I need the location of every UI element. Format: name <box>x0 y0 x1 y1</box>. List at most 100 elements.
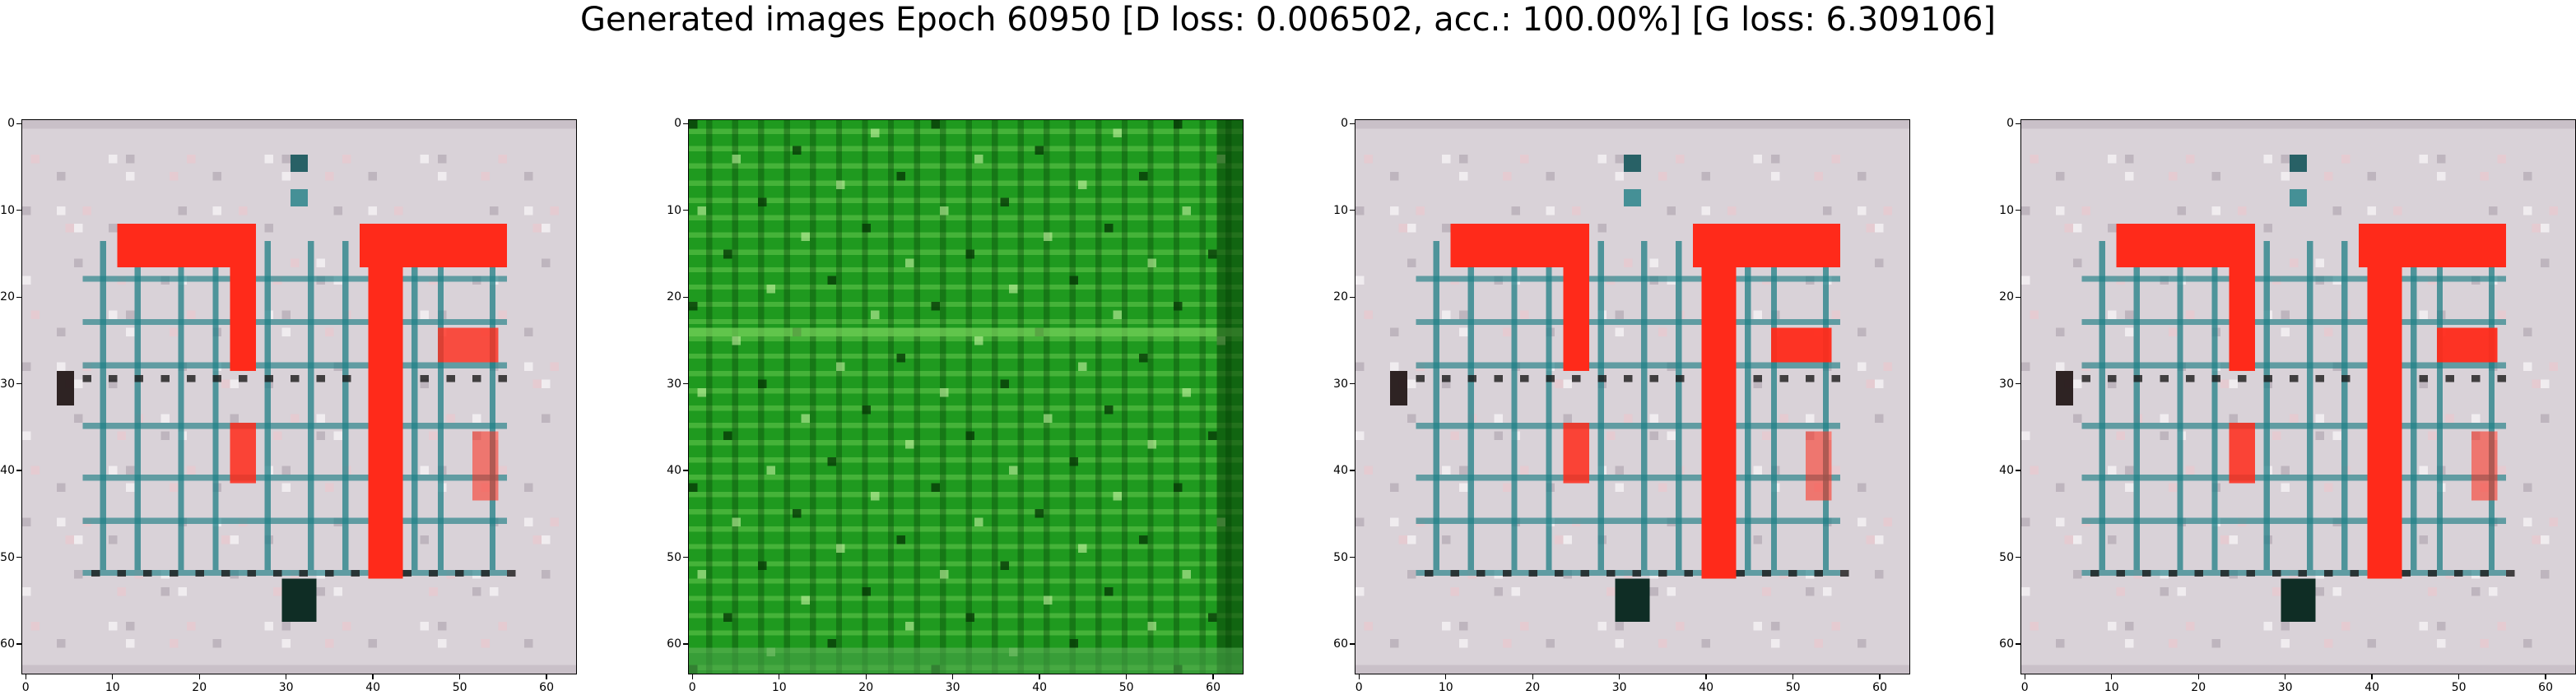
y-tick-mark <box>683 296 688 298</box>
x-tick-mark <box>2111 674 2113 679</box>
y-tick-label: 60 <box>0 637 15 651</box>
y-tick-label: 30 <box>0 377 15 391</box>
x-tick-label: 60 <box>539 681 554 694</box>
y-tick-label: 40 <box>1999 464 2014 478</box>
y-tick-label: 20 <box>667 290 681 304</box>
generated-image-2 <box>689 120 1243 674</box>
x-tick-label: 0 <box>1355 681 1363 694</box>
x-tick-label: 40 <box>1699 681 1714 694</box>
y-tick-label: 60 <box>667 637 681 651</box>
x-tick-label: 10 <box>771 681 787 694</box>
y-tick-mark <box>1350 123 1355 124</box>
y-tick-label: 10 <box>0 203 15 217</box>
y-tick-label: 50 <box>1333 550 1348 564</box>
x-tick-mark <box>2545 674 2546 679</box>
y-tick-label: 10 <box>1999 203 2014 217</box>
x-tick-mark <box>1879 674 1881 679</box>
y-tick-mark <box>1350 382 1355 385</box>
y-tick-mark <box>683 556 688 558</box>
y-tick-label: 0 <box>674 117 681 131</box>
x-tick-label: 40 <box>2364 681 2380 694</box>
y-tick-label: 30 <box>1999 377 2014 391</box>
y-tick-mark <box>1350 296 1355 298</box>
y-tick-label: 50 <box>0 550 15 564</box>
x-tick-label: 10 <box>105 681 120 694</box>
y-tick-mark <box>16 382 21 385</box>
x-tick-mark <box>1618 674 1620 679</box>
x-tick-mark <box>2371 674 2373 679</box>
x-tick-mark <box>1212 674 1214 679</box>
y-tick-label: 20 <box>1999 290 2014 304</box>
y-tick-label: 10 <box>667 203 681 217</box>
image-panel-2 <box>688 119 1244 674</box>
x-tick-label: 30 <box>278 681 294 694</box>
x-tick-label: 50 <box>2451 681 2467 694</box>
x-tick-mark <box>1532 674 1533 679</box>
x-tick-mark <box>1358 674 1360 679</box>
y-tick-mark <box>2016 643 2020 645</box>
y-tick-mark <box>683 123 688 124</box>
x-tick-label: 0 <box>21 681 30 694</box>
y-tick-mark <box>2016 382 2020 385</box>
y-tick-mark <box>16 556 21 558</box>
y-tick-mark <box>2016 556 2020 558</box>
x-tick-label: 40 <box>1032 681 1048 694</box>
y-tick-mark <box>1350 556 1355 558</box>
generated-image-1 <box>22 120 576 674</box>
x-tick-mark <box>865 674 867 679</box>
x-tick-label: 20 <box>2191 681 2206 694</box>
y-tick-mark <box>16 210 21 211</box>
x-tick-label: 50 <box>452 681 467 694</box>
y-tick-mark <box>2016 210 2020 211</box>
y-tick-mark <box>16 643 21 645</box>
y-tick-label: 40 <box>667 464 681 478</box>
y-tick-label: 50 <box>667 550 681 564</box>
y-tick-label: 0 <box>2006 117 2014 131</box>
x-tick-mark <box>691 674 693 679</box>
y-tick-mark <box>2016 296 2020 298</box>
y-tick-label: 0 <box>1341 117 1348 131</box>
x-tick-label: 0 <box>2020 681 2029 694</box>
x-tick-label: 60 <box>2538 681 2553 694</box>
x-tick-mark <box>112 674 114 679</box>
y-tick-label: 50 <box>1999 550 2014 564</box>
y-tick-mark <box>1350 643 1355 645</box>
x-tick-label: 10 <box>2104 681 2119 694</box>
y-tick-label: 10 <box>1333 203 1348 217</box>
y-tick-label: 30 <box>667 377 681 391</box>
figure-title: Generated images Epoch 60950 [D loss: 0.… <box>579 1 1997 39</box>
x-tick-label: 30 <box>1611 681 1627 694</box>
x-tick-mark <box>458 674 461 679</box>
x-tick-label: 50 <box>1118 681 1134 694</box>
x-tick-mark <box>1705 674 1707 679</box>
y-tick-mark <box>16 123 21 124</box>
x-tick-label: 40 <box>365 681 381 694</box>
x-tick-mark <box>2197 674 2199 679</box>
x-tick-label: 30 <box>2277 681 2293 694</box>
x-tick-label: 50 <box>1785 681 1801 694</box>
y-tick-label: 20 <box>1333 290 1348 304</box>
x-tick-mark <box>372 674 374 679</box>
y-tick-label: 60 <box>1333 637 1348 651</box>
y-tick-label: 40 <box>1333 464 1348 478</box>
x-tick-mark <box>1125 674 1128 679</box>
x-tick-label: 20 <box>858 681 874 694</box>
generated-image-3 <box>1355 120 1909 674</box>
y-tick-label: 0 <box>7 117 15 131</box>
x-tick-label: 20 <box>192 681 207 694</box>
y-tick-mark <box>683 210 688 211</box>
y-tick-mark <box>683 382 688 385</box>
image-panel-3 <box>1355 119 1910 674</box>
x-tick-label: 60 <box>1872 681 1887 694</box>
x-tick-mark <box>198 674 200 679</box>
x-tick-mark <box>2457 674 2460 679</box>
image-panel-1 <box>21 119 577 674</box>
y-tick-mark <box>16 296 21 298</box>
generated-image-4 <box>2021 120 2575 674</box>
y-tick-mark <box>2016 123 2020 124</box>
y-tick-mark <box>683 643 688 645</box>
x-tick-mark <box>1445 674 1447 679</box>
x-tick-label: 0 <box>688 681 696 694</box>
x-tick-label: 20 <box>1525 681 1541 694</box>
x-tick-label: 10 <box>1438 681 1453 694</box>
